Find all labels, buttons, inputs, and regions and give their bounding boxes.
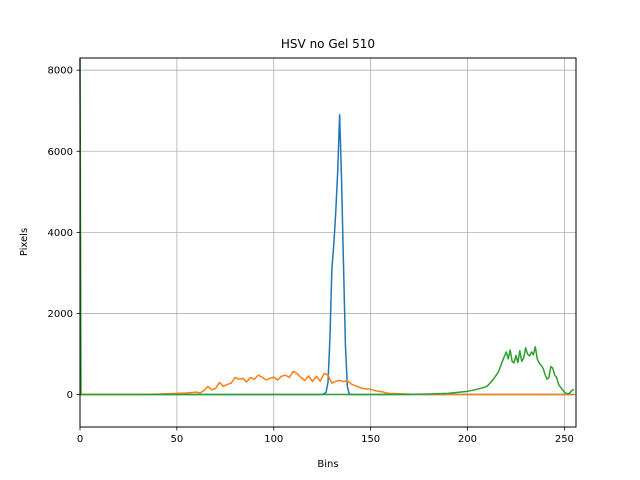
x-tick-label: 200 [458,434,477,445]
x-axis-label: Bins [317,459,338,470]
x-axis-ticks: 0 50 100 150 200 250 [77,427,574,445]
y-tick-label: 0 [67,390,73,401]
x-tick-label: 0 [77,434,83,445]
plot-frame [79,57,577,428]
series-group [79,57,575,396]
y-tick-label: 6000 [48,147,73,158]
y-axis-ticks: 0 2000 4000 6000 8000 [48,66,80,401]
x-tick-label: 100 [264,434,283,445]
x-tick-label: 250 [555,434,574,445]
y-axis-label: Pixels [19,228,30,256]
x-tick-label: 50 [171,434,184,445]
x-tick-label: 150 [361,434,380,445]
y-tick-label: 8000 [48,66,73,77]
y-tick-label: 4000 [48,228,73,239]
series-line-3 [79,57,575,396]
y-tick-label: 2000 [48,309,73,320]
chart-title: HSV no Gel 510 [281,37,375,51]
series-line-2 [80,370,575,396]
